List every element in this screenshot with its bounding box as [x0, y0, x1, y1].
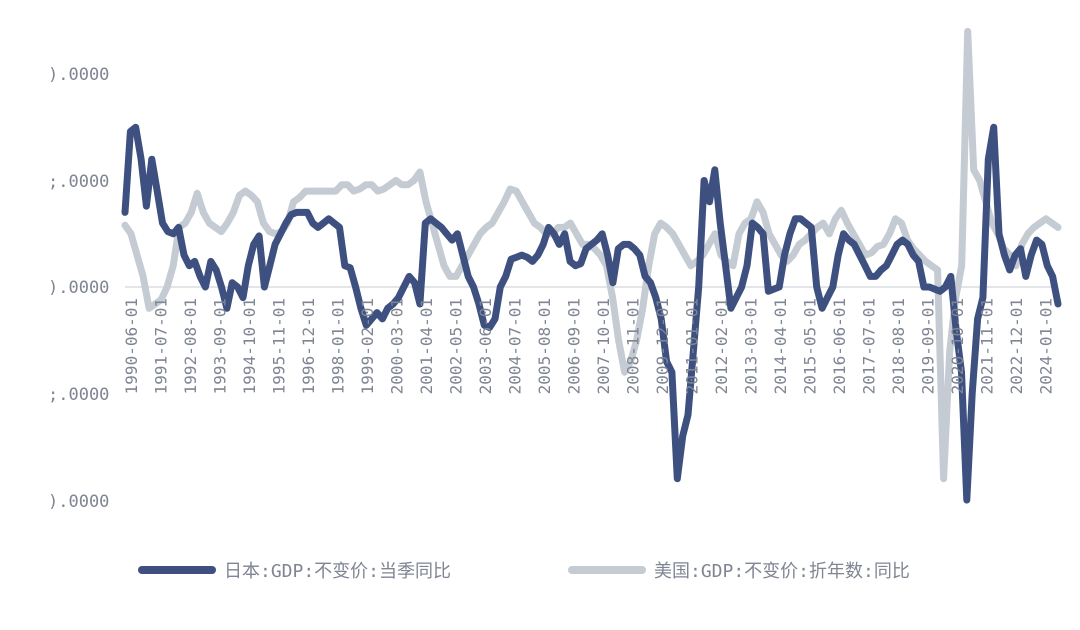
legend-swatch-us: [568, 566, 646, 574]
x-tick-label: 2016-06-01: [830, 298, 849, 394]
x-tick-label: 2020-10-01: [948, 298, 967, 394]
x-tick-label: 2001-04-01: [417, 298, 436, 394]
x-tick-label: 2005-08-01: [535, 298, 554, 394]
x-tick-label: 2015-05-01: [801, 298, 820, 394]
x-tick-label: 2021-11-01: [978, 298, 997, 394]
x-tick-label: 2004-07-01: [506, 298, 525, 394]
x-tick-label: 2012-02-01: [712, 298, 731, 394]
y-tick-label: ).0000: [48, 278, 109, 298]
x-tick-label: 1996-12-01: [299, 298, 318, 394]
x-tick-label: 2000-03-01: [387, 298, 406, 394]
y-tick-label: ;.0000: [48, 172, 109, 192]
legend-item-us: 美国:GDP:不变价:折年数:同比: [568, 555, 910, 585]
x-tick-label: 2013-03-01: [742, 298, 761, 394]
legend-item-japan: 日本:GDP:不变价:当季同比: [138, 555, 451, 585]
x-tick-label: 1992-08-01: [181, 298, 200, 394]
x-tick-label: 2003-06-01: [476, 298, 495, 394]
legend-label-japan: 日本:GDP:不变价:当季同比: [224, 561, 452, 582]
x-tick-label: 2022-12-01: [1007, 298, 1026, 394]
x-tick-label: 1995-11-01: [269, 298, 288, 394]
x-tick-label: 2002-05-01: [446, 298, 465, 394]
x-tick-label: 1990-06-01: [122, 298, 141, 394]
x-tick-label: 1993-09-01: [210, 298, 229, 394]
x-tick-label: 2006-09-01: [565, 298, 584, 394]
legend: 日本:GDP:不变价:当季同比 美国:GDP:不变价:折年数:同比: [0, 555, 1080, 585]
x-tick-label: 2024-01-01: [1037, 298, 1056, 394]
series-line-us: [121, 27, 1062, 483]
x-tick-label: 1994-10-01: [240, 298, 259, 394]
x-tick-label: 1991-07-01: [151, 298, 170, 394]
x-tick-label: 2017-07-01: [860, 298, 879, 394]
x-tick-label: 2007-10-01: [594, 298, 613, 394]
y-tick-label: ;.0000: [48, 385, 109, 405]
y-tick-label: ).0000: [48, 65, 109, 85]
x-tick-label: 2014-04-01: [771, 298, 790, 394]
x-axis-ticks: 1990-06-01 1991-07-01 1992-08-01 1993-09-01…: [122, 298, 1056, 394]
legend-label-us: 美国:GDP:不变价:折年数:同比: [654, 561, 910, 582]
x-tick-label: 2019-09-01: [919, 298, 938, 394]
y-tick-label: ).0000: [48, 492, 109, 512]
x-tick-label: 2009-12-01: [653, 298, 672, 394]
series-layer: [121, 27, 1062, 504]
x-tick-label: 1998-01-01: [328, 298, 347, 394]
y-axis-ticks: ).0000 ;.0000 ).0000 ;.0000 ).0000: [48, 65, 109, 512]
series-line-japan: [121, 123, 1062, 504]
x-tick-label: 2018-08-01: [889, 298, 908, 394]
x-tick-label: 2008-11-01: [624, 298, 643, 394]
x-tick-label: 2011-01-01: [683, 298, 702, 394]
x-tick-label: 1999-02-01: [358, 298, 377, 394]
legend-swatch-japan: [138, 566, 216, 574]
